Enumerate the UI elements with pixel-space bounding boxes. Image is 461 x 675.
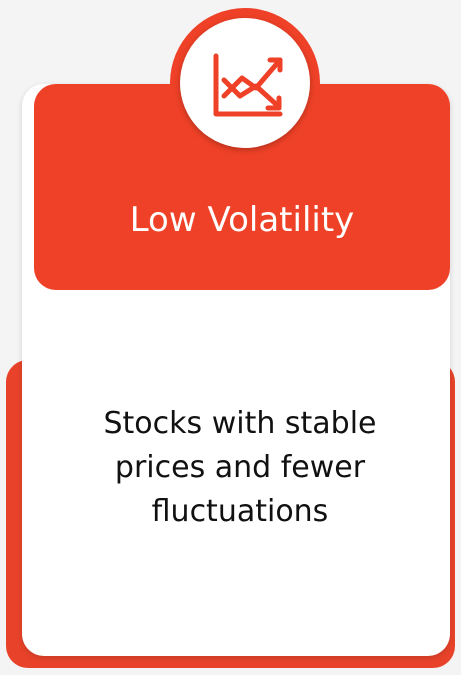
card-description: Stocks with stable prices and fewer fluc… <box>103 406 377 529</box>
icon-circle <box>180 18 310 148</box>
chart-icon <box>213 53 283 117</box>
card-title: Low Volatility <box>129 200 355 240</box>
